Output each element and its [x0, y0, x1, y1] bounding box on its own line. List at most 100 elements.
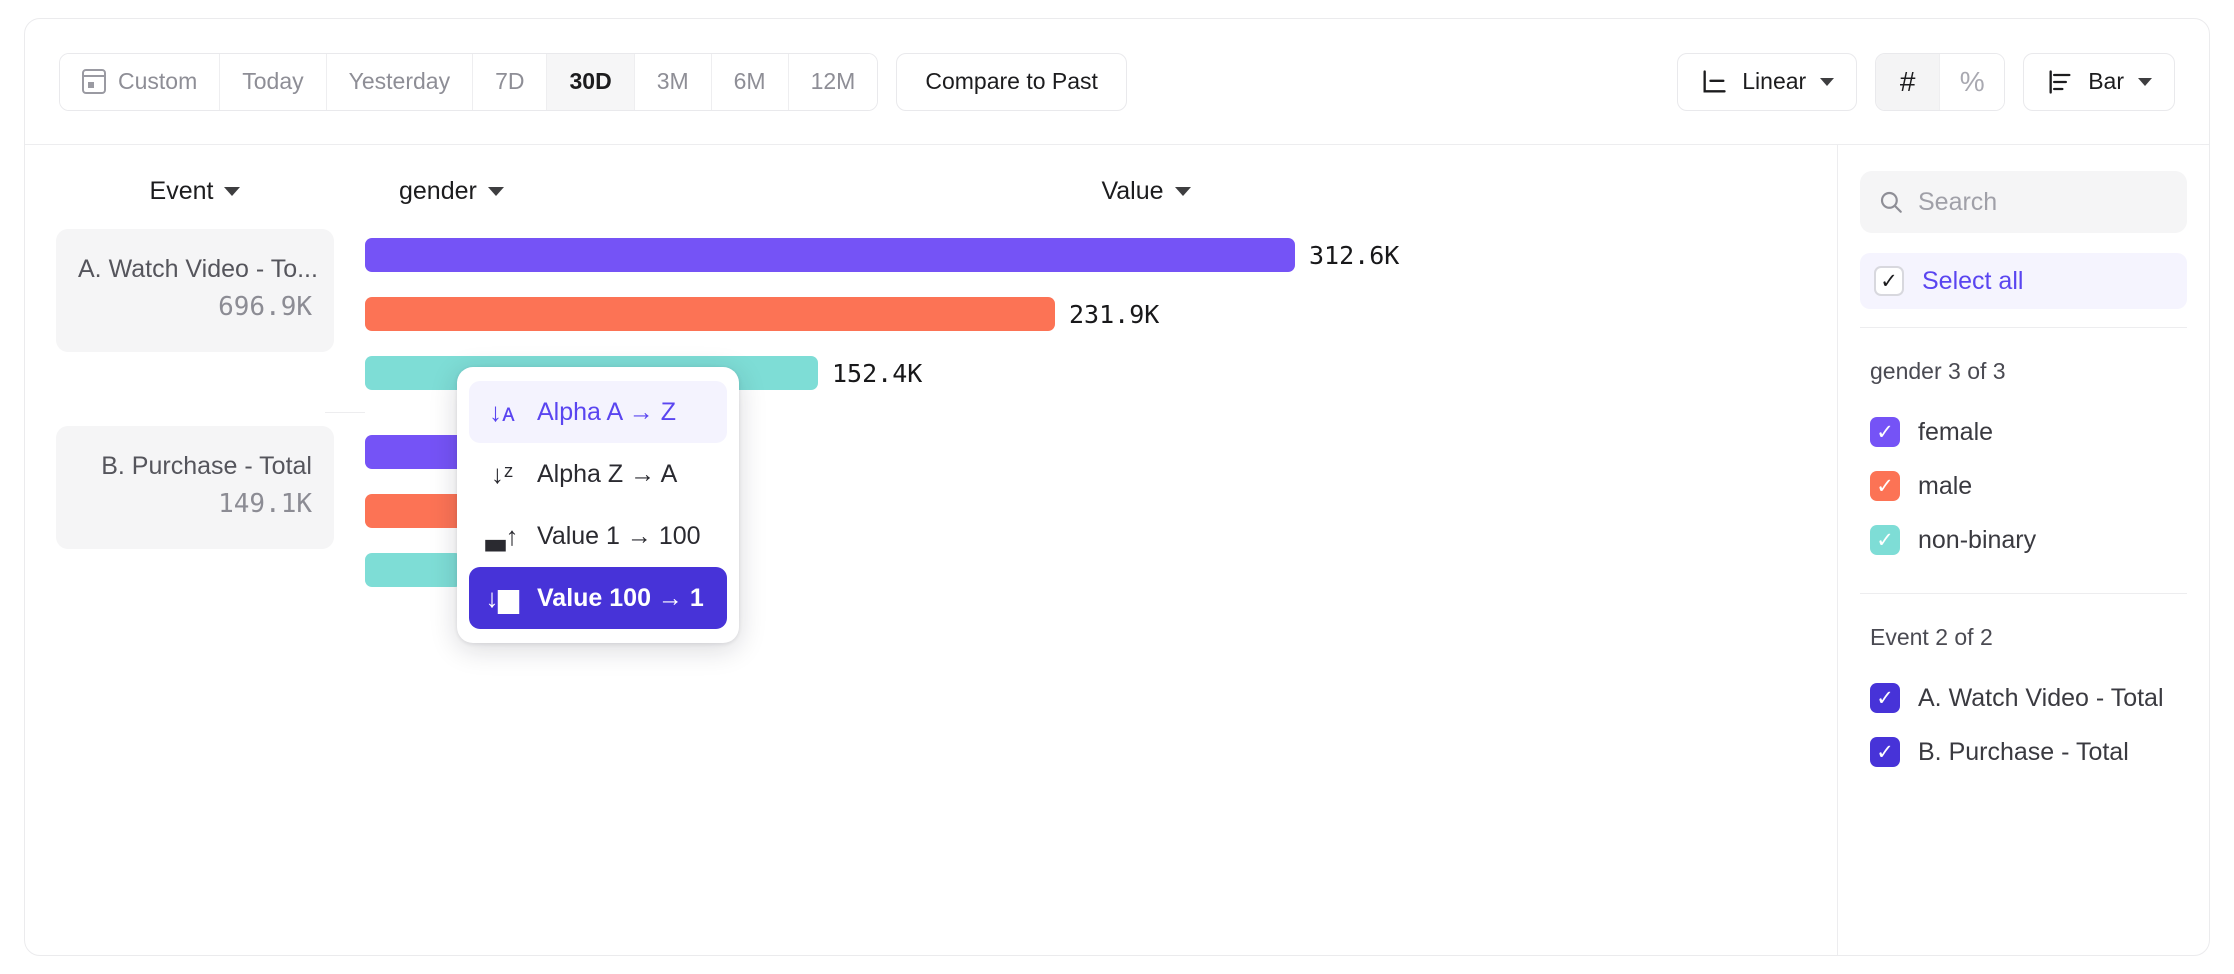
chevron-down-icon: [1820, 77, 1835, 86]
compare-to-past-button[interactable]: Compare to Past: [896, 52, 1127, 111]
date-range-30d[interactable]: 30D: [547, 53, 635, 110]
scale-label: Linear: [1742, 68, 1807, 94]
sort-option-value-asc[interactable]: ▃↑ Value 1 → 100: [469, 505, 727, 567]
column-header-gender[interactable]: gender: [365, 177, 695, 206]
sort-dropdown-menu[interactable]: ↓ᴀ Alpha A → Z ↓ᶻ Alpha Z → A ▃↑ Value 1…: [457, 367, 739, 643]
filter-option-label: male: [1918, 471, 1973, 500]
date-range-yesterday-label: Yesterday: [348, 68, 451, 94]
bar-value-label: 231.9K: [1069, 299, 1160, 329]
date-range-yesterday[interactable]: Yesterday: [326, 53, 474, 110]
chevron-down-icon: [1174, 186, 1191, 196]
select-all-row[interactable]: ✓ Select all: [1860, 253, 2187, 309]
toolbar-right-controls: Linear # % Bar: [1677, 52, 2175, 111]
filter-checkbox[interactable]: ✓: [1870, 471, 1900, 501]
date-range-7d[interactable]: 7D: [473, 53, 548, 110]
select-all-label: Select all: [1922, 266, 2024, 295]
filter-sidebar: ✓ Select all gender 3 of 3 ✓ female ✓ male ✓ n…: [1837, 145, 2209, 955]
event-cell: B. Purchase - Total 149.1K: [25, 412, 365, 609]
date-range-custom[interactable]: Custom: [60, 53, 221, 110]
chevron-down-icon: [487, 186, 504, 196]
format-absolute-button[interactable]: #: [1876, 53, 1941, 110]
event-cell: A. Watch Video - To... 696.9K: [25, 215, 365, 412]
sort-option-value-desc-label: Value 100 → 1: [537, 583, 704, 612]
date-range-12m-label: 12M: [810, 68, 856, 94]
column-header-event-label: Event: [149, 176, 214, 205]
chevron-down-icon: [224, 186, 241, 196]
date-range-12m[interactable]: 12M: [788, 53, 878, 110]
percent-icon: %: [1959, 65, 1985, 97]
event-card[interactable]: B. Purchase - Total 149.1K: [56, 426, 334, 549]
select-all-checkbox[interactable]: ✓: [1874, 266, 1904, 296]
axis-icon: [1703, 69, 1726, 93]
chart-group-row: B. Purchase - Total149.1K66.61K49.69K32.…: [25, 412, 1837, 609]
date-range-today[interactable]: Today: [220, 53, 327, 110]
chevron-down-icon: [2138, 77, 2152, 86]
event-card-total: 696.9K: [218, 292, 312, 322]
sort-option-alpha-desc[interactable]: ↓ᶻ Alpha Z → A: [469, 443, 727, 505]
chart-type-label: Bar: [2088, 68, 2124, 94]
date-range-6m[interactable]: 6M: [711, 53, 789, 110]
event-card[interactable]: A. Watch Video - To... 696.9K: [56, 229, 334, 352]
filter-option-row[interactable]: ✓ female: [1860, 405, 2187, 459]
compare-to-past-label: Compare to Past: [925, 68, 1098, 94]
search-input[interactable]: [1918, 187, 2169, 217]
filter-option-row[interactable]: ✓ B. Purchase - Total: [1860, 725, 2187, 779]
filter-option-label: non-binary: [1918, 525, 2037, 554]
filter-option-row[interactable]: ✓ non-binary: [1860, 513, 2187, 567]
column-header-event[interactable]: Event: [25, 177, 365, 206]
date-range-7d-label: 7D: [495, 68, 525, 94]
chart-groups: A. Watch Video - To... 696.9K 312.6K 231.9K…: [25, 215, 1837, 609]
sort-alpha-desc-icon: ↓ᶻ: [490, 458, 514, 489]
bar-male[interactable]: [365, 297, 1055, 331]
filter-section-title: gender 3 of 3: [1870, 358, 2006, 384]
chart-type-selector[interactable]: Bar: [2023, 52, 2175, 111]
search-icon: [1880, 191, 1902, 213]
filter-checkbox[interactable]: ✓: [1870, 737, 1900, 767]
scale-selector[interactable]: Linear: [1677, 52, 1858, 111]
filter-checkbox[interactable]: ✓: [1870, 417, 1900, 447]
sort-value-asc-icon: ▃↑: [485, 520, 519, 551]
filter-option-label: B. Purchase - Total: [1918, 737, 2129, 766]
filter-checkbox[interactable]: ✓: [1870, 525, 1900, 555]
event-card-total: 149.1K: [218, 489, 312, 519]
chart-toolbar: Custom Today Yesterday 7D 30D 3M 6M 12M …: [25, 19, 2209, 145]
sort-option-alpha-asc[interactable]: ↓ᴀ Alpha A → Z: [469, 381, 727, 443]
column-headers: Event gender Value: [25, 145, 1837, 215]
sidebar-divider: [1860, 593, 2187, 594]
bar-row: 231.9K: [365, 294, 1837, 334]
date-range-today-label: Today: [242, 68, 304, 94]
filter-option-row[interactable]: ✓ A. Watch Video - Total: [1860, 671, 2187, 725]
analytics-chart-panel: Custom Today Yesterday 7D 30D 3M 6M 12M …: [24, 18, 2210, 956]
date-range-6m-label: 6M: [733, 68, 766, 94]
date-range-selector[interactable]: Custom Today Yesterday 7D 30D 3M 6M 12M: [59, 52, 879, 111]
chart-group-row: A. Watch Video - To... 696.9K 312.6K 231.9K…: [25, 215, 1837, 412]
chart-area: Event gender Value A. Watch Video - To..…: [25, 145, 1837, 955]
bar-value-label: 312.6K: [1309, 240, 1400, 270]
event-card-name: A. Watch Video - To...: [78, 255, 318, 283]
sort-option-alpha-desc-label: Alpha Z → A: [537, 459, 678, 488]
filter-option-label: A. Watch Video - Total: [1918, 683, 2164, 712]
sort-value-desc-icon: ↓▆: [485, 582, 519, 613]
date-range-3m[interactable]: 3M: [634, 53, 712, 110]
sort-option-value-desc[interactable]: ↓▆ Value 100 → 1: [469, 567, 727, 629]
column-header-value[interactable]: Value: [695, 177, 1837, 206]
column-header-gender-label: gender: [399, 176, 477, 205]
sort-option-alpha-asc-label: Alpha A → Z: [537, 397, 676, 426]
sidebar-divider: [1860, 327, 2187, 328]
search-box[interactable]: [1860, 171, 2187, 233]
bar-female[interactable]: [365, 238, 1295, 272]
date-range-30d-label: 30D: [569, 68, 612, 94]
chart-body: Event gender Value A. Watch Video - To..…: [25, 145, 2209, 955]
value-format-toggle[interactable]: # %: [1875, 52, 2006, 111]
filter-section-title: Event 2 of 2: [1870, 624, 1993, 650]
filter-checkbox[interactable]: ✓: [1870, 683, 1900, 713]
format-percent-button[interactable]: %: [1940, 53, 2005, 110]
sort-alpha-asc-icon: ↓ᴀ: [489, 396, 515, 427]
filter-option-row[interactable]: ✓ male: [1860, 459, 2187, 513]
bar-chart-icon: [2049, 69, 2071, 94]
hash-icon: #: [1899, 65, 1916, 97]
calendar-icon: [82, 69, 106, 94]
bar-non-binary[interactable]: [365, 553, 462, 587]
bar-value-label: 152.4K: [832, 358, 923, 388]
event-card-name: B. Purchase - Total: [101, 452, 312, 480]
